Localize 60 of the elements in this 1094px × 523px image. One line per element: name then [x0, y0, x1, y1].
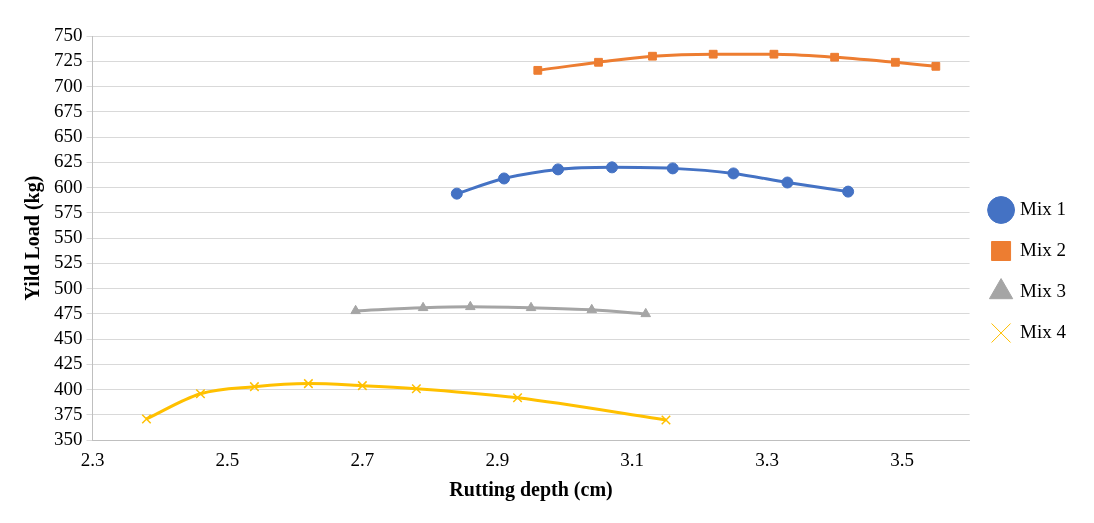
legend-label: Mix 2 [1020, 238, 1067, 260]
y-tick-label: 350 [54, 428, 83, 450]
x-axis-title: Rutting depth (cm) [449, 478, 613, 502]
y-tick-label: 700 [54, 74, 83, 96]
point [708, 49, 718, 59]
point [512, 392, 523, 403]
legend-label: Mix 1 [1020, 197, 1067, 219]
point [931, 61, 941, 71]
point [498, 172, 511, 185]
point [350, 304, 361, 315]
y-tick-label: 575 [54, 200, 83, 222]
legend-label: Mix 3 [1020, 279, 1067, 301]
legend-label: Mix 4 [1020, 320, 1067, 342]
point [890, 57, 900, 67]
y-tick-label: 550 [54, 226, 83, 248]
point [640, 307, 651, 318]
y-tick-label: 725 [54, 49, 83, 71]
point [666, 162, 679, 175]
y-tick-label: 650 [54, 125, 83, 147]
point [411, 383, 422, 394]
x-tick-label: 2.9 [485, 448, 510, 470]
y-tick-label: 475 [54, 301, 83, 323]
point [594, 57, 603, 67]
point [660, 415, 671, 425]
point [417, 301, 429, 312]
x-tick-label: 2.5 [215, 448, 240, 470]
y-tick-label: 600 [54, 175, 83, 197]
point [842, 185, 855, 198]
point [533, 65, 543, 75]
point [141, 413, 152, 424]
point [357, 380, 368, 391]
point [465, 300, 476, 311]
point [727, 167, 740, 180]
point [195, 388, 206, 399]
x-tick-label: 2.7 [350, 448, 375, 470]
y-tick-label: 625 [54, 150, 83, 172]
y-tick-label: 675 [54, 99, 83, 121]
x-tick-label: 3.1 [620, 448, 645, 470]
y-tick-label: 400 [54, 377, 83, 399]
y-tick-label: 525 [54, 251, 83, 273]
y-tick-label: 425 [54, 352, 83, 374]
y-tick-label: 375 [54, 402, 83, 424]
point [525, 301, 537, 312]
x-tick-label: 3.3 [755, 448, 780, 470]
x-tick-label: 2.3 [80, 448, 105, 470]
y-tick-label: 750 [54, 23, 83, 45]
point [303, 378, 314, 389]
point [769, 49, 779, 59]
y-tick-label: 500 [54, 276, 83, 298]
point [450, 187, 463, 200]
point [781, 176, 794, 189]
point [648, 51, 657, 61]
y-tick-label: 450 [54, 327, 83, 349]
point [606, 161, 618, 174]
point [552, 163, 565, 176]
x-tick-label: 3.5 [890, 448, 914, 470]
point [249, 381, 260, 392]
y-axis-title: Yild Load (kg) [21, 175, 45, 301]
point [830, 52, 840, 62]
point [586, 303, 598, 314]
